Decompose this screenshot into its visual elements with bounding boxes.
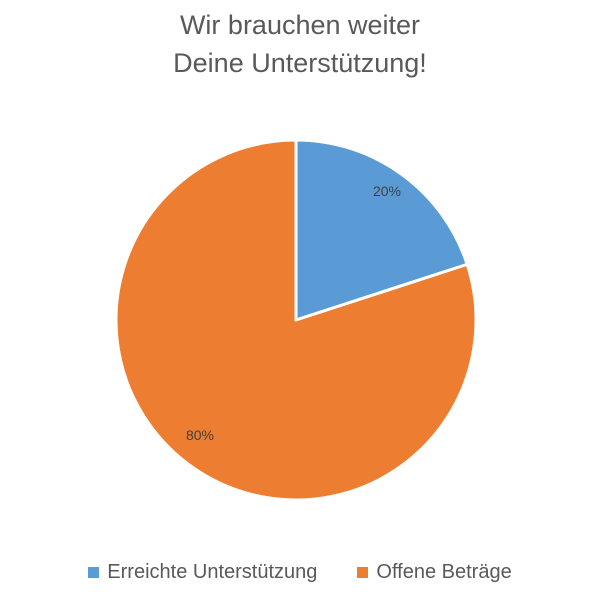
legend-label-offene-betraege: Offene Beträge [376,561,512,583]
legend-label-erreichte-unterstuetzung: Erreichte Unterstützung [107,561,318,583]
pie-slice-1 [114,138,478,502]
chart-title-line-1: Wir brauchen weiter [179,10,421,40]
legend-swatch-offene-betraege [357,567,369,578]
legend-item-offene-betraege: Offene Beträge [357,561,512,584]
legend: Erreichte Unterstützung Offene Beträge [0,561,600,584]
slice-label-0: 20% [373,183,401,199]
legend-item-erreichte-unterstuetzung: Erreichte Unterstützung [88,561,317,584]
legend-swatch-erreichte-unterstuetzung [88,567,100,578]
chart-title-line-2: Deine Unterstützung! [173,48,427,78]
pie-slice-0 [294,138,469,322]
slice-label-1: 80% [186,427,214,443]
